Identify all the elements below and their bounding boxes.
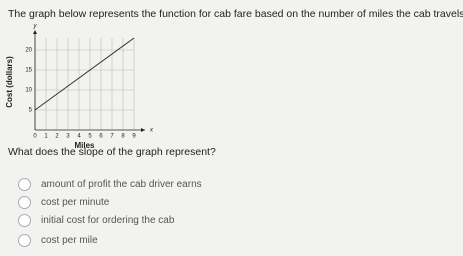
y-tick-label: 10 [25, 88, 32, 94]
y-arrow [33, 30, 37, 34]
option-text: amount of profit the cab driver earns [41, 179, 202, 190]
radio-button[interactable] [18, 234, 31, 247]
y-tick-label: 15 [25, 68, 32, 74]
radio-button[interactable] [18, 178, 31, 191]
x-tick-label: 7 [110, 134, 114, 140]
x-tick-label: 5 [88, 134, 92, 140]
graph: 01234567895101520xyMilesCost (dollars) [0, 24, 160, 164]
y-tick-label: 20 [25, 48, 32, 54]
answer-option[interactable]: cost per minute [18, 194, 109, 210]
x-tick-label: 2 [55, 134, 59, 140]
x-tick-label: 9 [132, 134, 136, 140]
option-text: initial cost for ordering the cab [41, 215, 174, 226]
x-tick-label: 8 [121, 134, 125, 140]
radio-button[interactable] [18, 214, 31, 227]
x-arrow [141, 128, 145, 132]
x-tick-label: 3 [66, 134, 70, 140]
prompt-text: What does the slope of the graph represe… [8, 146, 216, 158]
x-tick-label: 6 [99, 134, 103, 140]
x-arrow-label: x [149, 128, 154, 134]
option-text: cost per mile [41, 235, 98, 246]
data-line [35, 38, 134, 110]
question-text: The graph below represents the function … [8, 8, 463, 20]
answer-option[interactable]: amount of profit the cab driver earns [18, 176, 202, 192]
y-tick-label: 5 [29, 108, 33, 114]
x-tick-label: 0 [33, 134, 37, 140]
answer-option[interactable]: cost per mile [18, 232, 98, 248]
x-tick-label: 4 [77, 134, 81, 140]
x-tick-label: 1 [44, 134, 48, 140]
answer-option[interactable]: initial cost for ordering the cab [18, 212, 174, 228]
y-axis-label: Cost (dollars) [5, 56, 14, 108]
option-text: cost per minute [41, 197, 109, 208]
y-arrow-label: y [33, 24, 38, 30]
radio-button[interactable] [18, 196, 31, 209]
